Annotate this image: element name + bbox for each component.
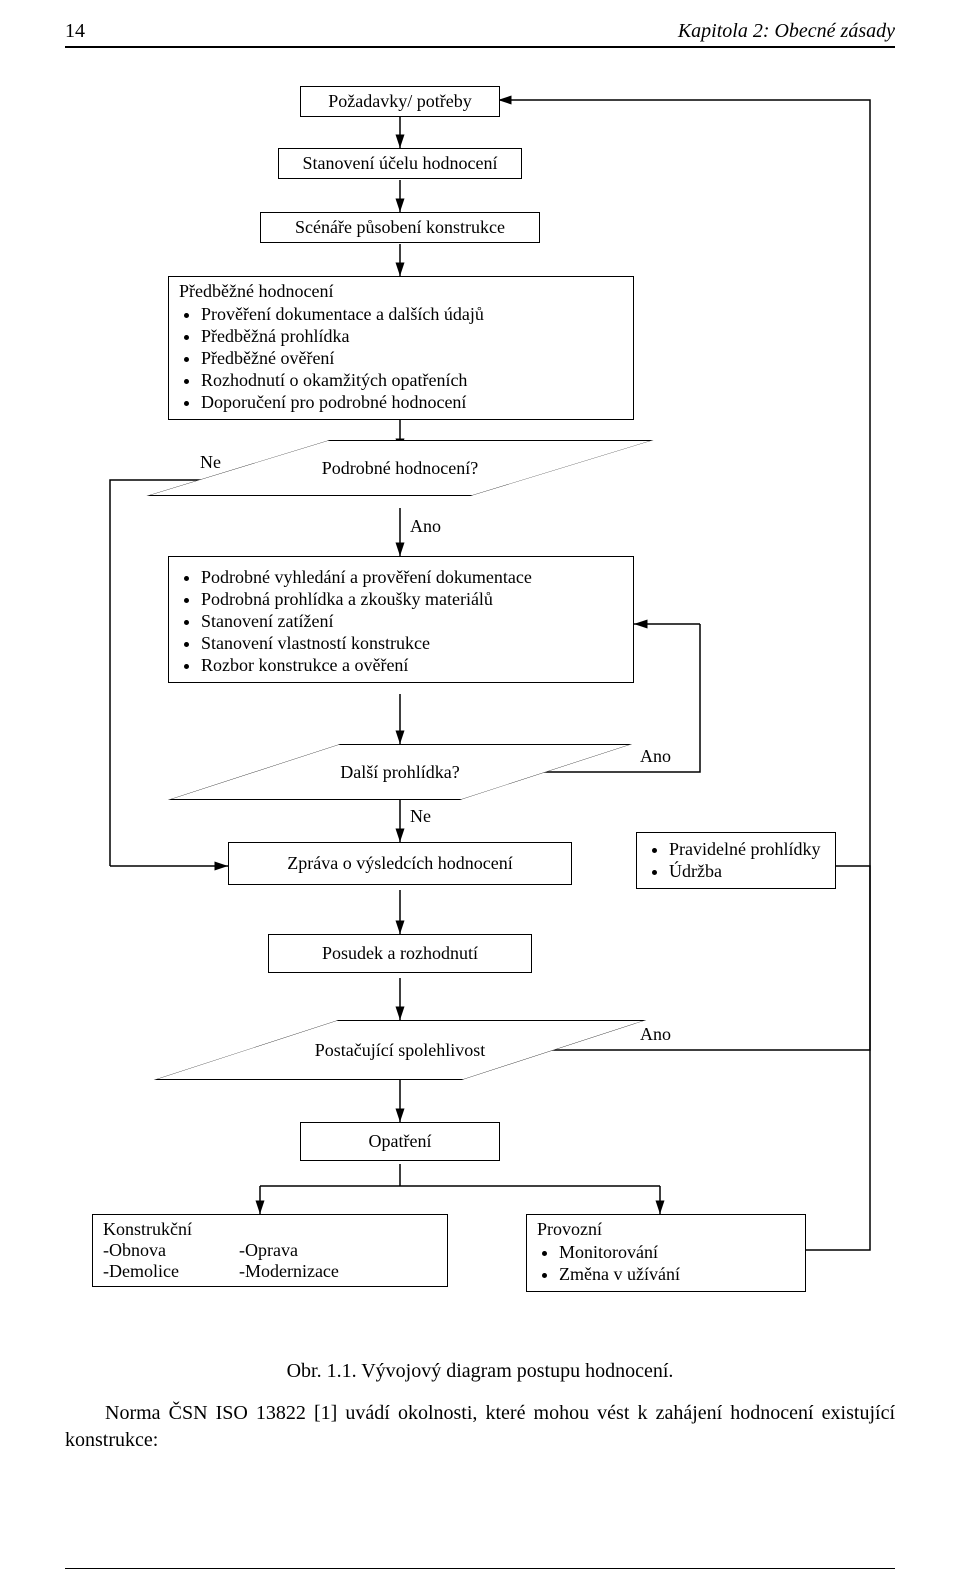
node-label: Opatření xyxy=(369,1131,432,1151)
branch-yes: Ano xyxy=(410,516,441,537)
page-number: 14 xyxy=(65,20,85,43)
node-structural: Konstrukční -Obnova -Demolice -Oprava -M… xyxy=(92,1214,448,1287)
figure-caption: Obr. 1.1. Vývojový diagram postupu hodno… xyxy=(0,1360,960,1383)
list-item: -Demolice xyxy=(103,1261,179,1282)
list-item: -Modernizace xyxy=(239,1261,339,1282)
list-item: -Obnova xyxy=(103,1240,179,1261)
node-label: Zpráva o výsledcích hodnocení xyxy=(287,853,512,873)
node-report: Zpráva o výsledcích hodnocení xyxy=(228,842,572,885)
list-item: Změna v užívání xyxy=(559,1264,795,1285)
node-title: Konstrukční xyxy=(103,1219,437,1240)
branch-no: Ne xyxy=(410,806,431,827)
node-title: Předběžné hodnocení xyxy=(179,281,623,302)
list-item: Podrobná prohlídka a zkoušky materiálů xyxy=(201,589,623,610)
node-maintenance: Pravidelné prohlídky Údržba xyxy=(636,832,836,889)
list-item: Rozhodnutí o okamžitých opatřeních xyxy=(201,370,623,391)
node-label: Scénáře působení konstrukce xyxy=(295,217,505,237)
footer-rule xyxy=(65,1568,895,1570)
node-operational: Provozní Monitorování Změna v užívání xyxy=(526,1214,806,1292)
node-purpose: Stanovení účelu hodnocení xyxy=(278,148,522,179)
list-item: Podrobné vyhledání a prověření dokumenta… xyxy=(201,567,623,588)
node-detailed: Podrobné vyhledání a prověření dokumenta… xyxy=(168,556,634,683)
decision-detailed xyxy=(146,440,653,496)
list-item: Pravidelné prohlídky xyxy=(669,839,825,860)
branch-yes: Ano xyxy=(640,1024,671,1045)
node-scenarios: Scénáře působení konstrukce xyxy=(260,212,540,243)
list-item: Stanovení vlastností konstrukce xyxy=(201,633,623,654)
list-item: Údržba xyxy=(669,861,825,882)
list-item: -Oprava xyxy=(239,1240,339,1261)
header-rule xyxy=(65,46,895,48)
node-label: Stanovení účelu hodnocení xyxy=(303,153,498,173)
list-item: Stanovení zatížení xyxy=(201,611,623,632)
list-item: Rozbor konstrukce a ověření xyxy=(201,655,623,676)
list-item: Předběžné ověření xyxy=(201,348,623,369)
list-item: Prověření dokumentace a dalších údajů xyxy=(201,304,623,325)
node-judgement: Posudek a rozhodnutí xyxy=(268,934,532,973)
branch-no: Ne xyxy=(200,452,221,473)
branch-yes: Ano xyxy=(640,746,671,767)
node-measures: Opatření xyxy=(300,1122,500,1161)
chapter-title: Kapitola 2: Obecné zásady xyxy=(678,20,895,43)
node-label: Posudek a rozhodnutí xyxy=(322,943,478,963)
node-preliminary: Předběžné hodnocení Prověření dokumentac… xyxy=(168,276,634,420)
body-paragraph: Norma ČSN ISO 13822 [1] uvádí okolnosti,… xyxy=(65,1400,895,1454)
decision-reliability xyxy=(154,1020,647,1080)
node-requirements: Požadavky/ potřeby xyxy=(300,86,500,117)
list-item: Doporučení pro podrobné hodnocení xyxy=(201,392,623,413)
node-title: Provozní xyxy=(537,1219,795,1240)
list-item: Předběžná prohlídka xyxy=(201,326,623,347)
list-item: Monitorování xyxy=(559,1242,795,1263)
decision-further xyxy=(168,744,632,800)
node-label: Požadavky/ potřeby xyxy=(328,91,471,111)
